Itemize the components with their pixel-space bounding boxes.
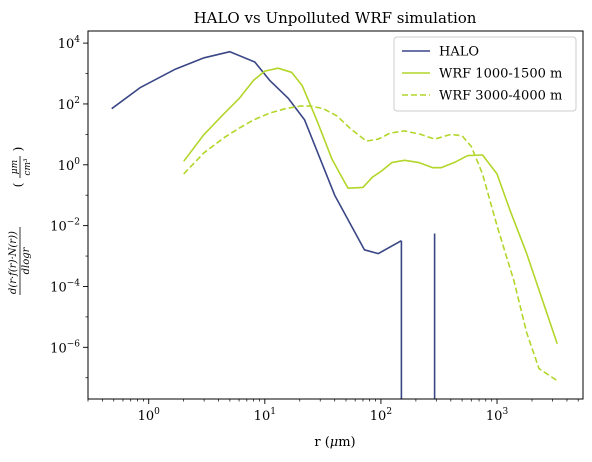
x-axis: 100 101 102 103 <box>87 399 579 424</box>
series-layer <box>111 50 558 399</box>
y-axis-label: d(r·f(r)·N(r)) dlogr ( μm cm³ ) <box>8 147 33 295</box>
svg-text:cm³: cm³ <box>23 158 33 176</box>
x-axis-label: r (μm) <box>314 435 355 450</box>
series-line-0-segment-0 <box>111 50 402 255</box>
legend-label-1: WRF 1000-1500 m <box>439 67 562 82</box>
x-tick-label: 101 <box>254 407 276 424</box>
legend-label-0: HALO <box>439 45 479 60</box>
y-tick-label: 104 <box>58 35 81 52</box>
y-tick-label: 10−4 <box>50 278 80 295</box>
y-tick-label: 102 <box>58 96 80 113</box>
y-axis: 10−6 10−4 10−2 100 102 104 <box>50 35 88 379</box>
y-tick-label: 10−2 <box>50 218 80 235</box>
svg-text:μm: μm <box>10 160 20 174</box>
y-tick-label: 10−6 <box>50 339 80 356</box>
chart-title: HALO vs Unpolluted WRF simulation <box>194 9 477 27</box>
svg-text:): ) <box>11 147 25 152</box>
svg-text:d(r·f(r)·N(r)) dlogr: d(r·f(r)·N(r)) dlogr <box>8 228 32 294</box>
legend-box <box>393 36 577 112</box>
y-tick-label: 100 <box>58 157 81 174</box>
svg-text:(: ( <box>11 183 25 188</box>
legend: HALO WRF 1000-1500 m WRF 3000-4000 m <box>393 36 577 112</box>
series-line-2-segment-0 <box>183 105 558 382</box>
legend-label-2: WRF 3000-4000 m <box>439 89 562 104</box>
x-tick-label: 100 <box>138 407 161 424</box>
series-line-1-segment-0 <box>183 67 558 345</box>
x-tick-label: 103 <box>486 407 509 424</box>
x-tick-label: 102 <box>370 407 392 424</box>
plot-frame <box>87 30 584 400</box>
